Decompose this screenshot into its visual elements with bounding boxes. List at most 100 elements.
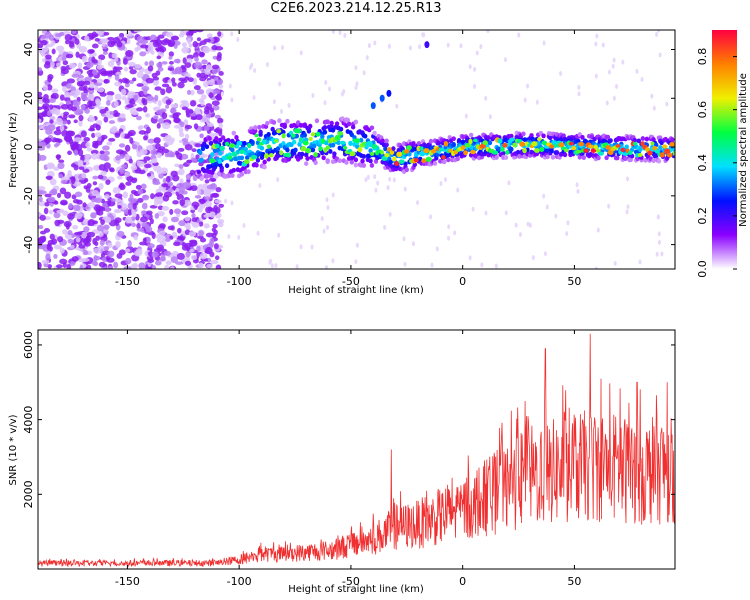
heatmap-cell [657,239,661,245]
heatmap-cell [206,122,214,128]
heatmap-cell [190,100,197,107]
heatmap-cell [147,138,155,144]
heatmap-cell [256,137,262,142]
heatmap-cell [158,172,164,179]
heatmap-cell [348,141,353,146]
heatmap-cell [80,130,87,138]
heatmap-cell [220,91,224,97]
heatmap-cell [44,60,51,65]
heatmap-cell [231,130,236,136]
heatmap-cell [230,31,234,37]
heatmap-cell [105,179,111,186]
heatmap-cell [528,222,532,228]
heatmap-cell [345,117,350,123]
heatmap-cell [329,120,334,126]
heatmap-cell [250,139,255,145]
heatmap-cell [170,216,179,223]
heatmap-cell [196,245,201,252]
heatmap-cell [387,43,391,49]
heatmap-cell [226,137,231,143]
heatmap-cell [184,260,192,266]
heatmap-cell [620,147,626,153]
heatmap-cell [353,157,359,163]
heatmap-cell [615,144,621,148]
heatmap-cell [453,230,457,236]
heatmap-cell [184,144,193,151]
heatmap-cell [456,187,460,193]
heatmap-cell [343,32,347,38]
heatmap-cell [38,118,42,123]
heatmap-cell [285,147,290,153]
heatmap-cell [451,136,456,142]
x-tick-label: -150 [115,575,140,588]
heatmap-cell [181,42,188,48]
heatmap-cell [388,211,392,217]
heatmap-cell [71,142,80,150]
heatmap-cell [209,211,216,218]
heatmap-cell [205,103,213,110]
heatmap-cell [146,210,153,215]
heatmap-cell [353,162,359,168]
heatmap-cell [136,71,144,79]
heatmap-cell [140,216,149,223]
heatmap-cell [662,144,668,149]
heatmap-cell [105,70,114,75]
heatmap-cell [99,153,108,161]
heatmap-cell [94,33,99,37]
heatmap-cell [250,155,258,160]
heatmap-cell [384,138,389,144]
colorbar-gradient [712,30,737,269]
heatmap-cell [188,140,195,146]
heatmap-cell [185,173,192,180]
heatmap-cell [594,41,598,47]
heatmap-cell [230,147,235,153]
heatmap-cell [144,163,152,169]
heatmap-cell [464,143,472,148]
heatmap-cell [92,175,99,180]
heatmap-cell [85,235,90,243]
heatmap-cell [536,137,542,142]
heatmap-cell [148,60,155,67]
heatmap-cell [100,219,105,226]
heatmap-cell [119,167,126,174]
heatmap-cell [124,82,130,88]
heatmap-cell [502,142,508,148]
heatmap-cell [568,141,574,146]
heatmap-cell [109,168,115,173]
heatmap-cell [311,92,315,98]
heatmap-cell [65,130,74,137]
heatmap-cell [295,128,302,134]
heatmap-cell [543,251,547,257]
heatmap-cell [357,147,363,153]
heatmap-cell [183,199,192,207]
heatmap-cell [468,255,472,261]
heatmap-cell [354,65,358,71]
heatmap-cell [128,61,136,67]
heatmap-cell [220,135,226,141]
heatmap-cell [165,86,173,94]
heatmap-cell [167,39,176,47]
heatmap-cell [126,104,134,109]
heatmap-cell [124,78,130,84]
heatmap-cell [330,142,336,148]
heatmap-cell [349,159,355,165]
heatmap-cell [75,237,81,243]
heatmap-cell [44,202,50,207]
heatmap-cell [193,123,199,130]
heatmap-cell [38,225,44,230]
heatmap-cell [325,225,329,231]
heatmap-cell [451,142,456,147]
heatmap-cell [184,76,190,81]
heatmap-cell [176,152,183,160]
heatmap-cell [38,235,46,243]
heatmap-cell [73,119,78,124]
heatmap-cell [162,122,171,130]
heatmap-cell [102,145,110,151]
heatmap-cell [339,140,346,145]
heatmap-cell [179,199,186,207]
heatmap-cell [138,130,147,135]
heatmap-cell [152,76,160,81]
heatmap-cell [238,149,245,154]
heatmap-cell [512,142,518,148]
